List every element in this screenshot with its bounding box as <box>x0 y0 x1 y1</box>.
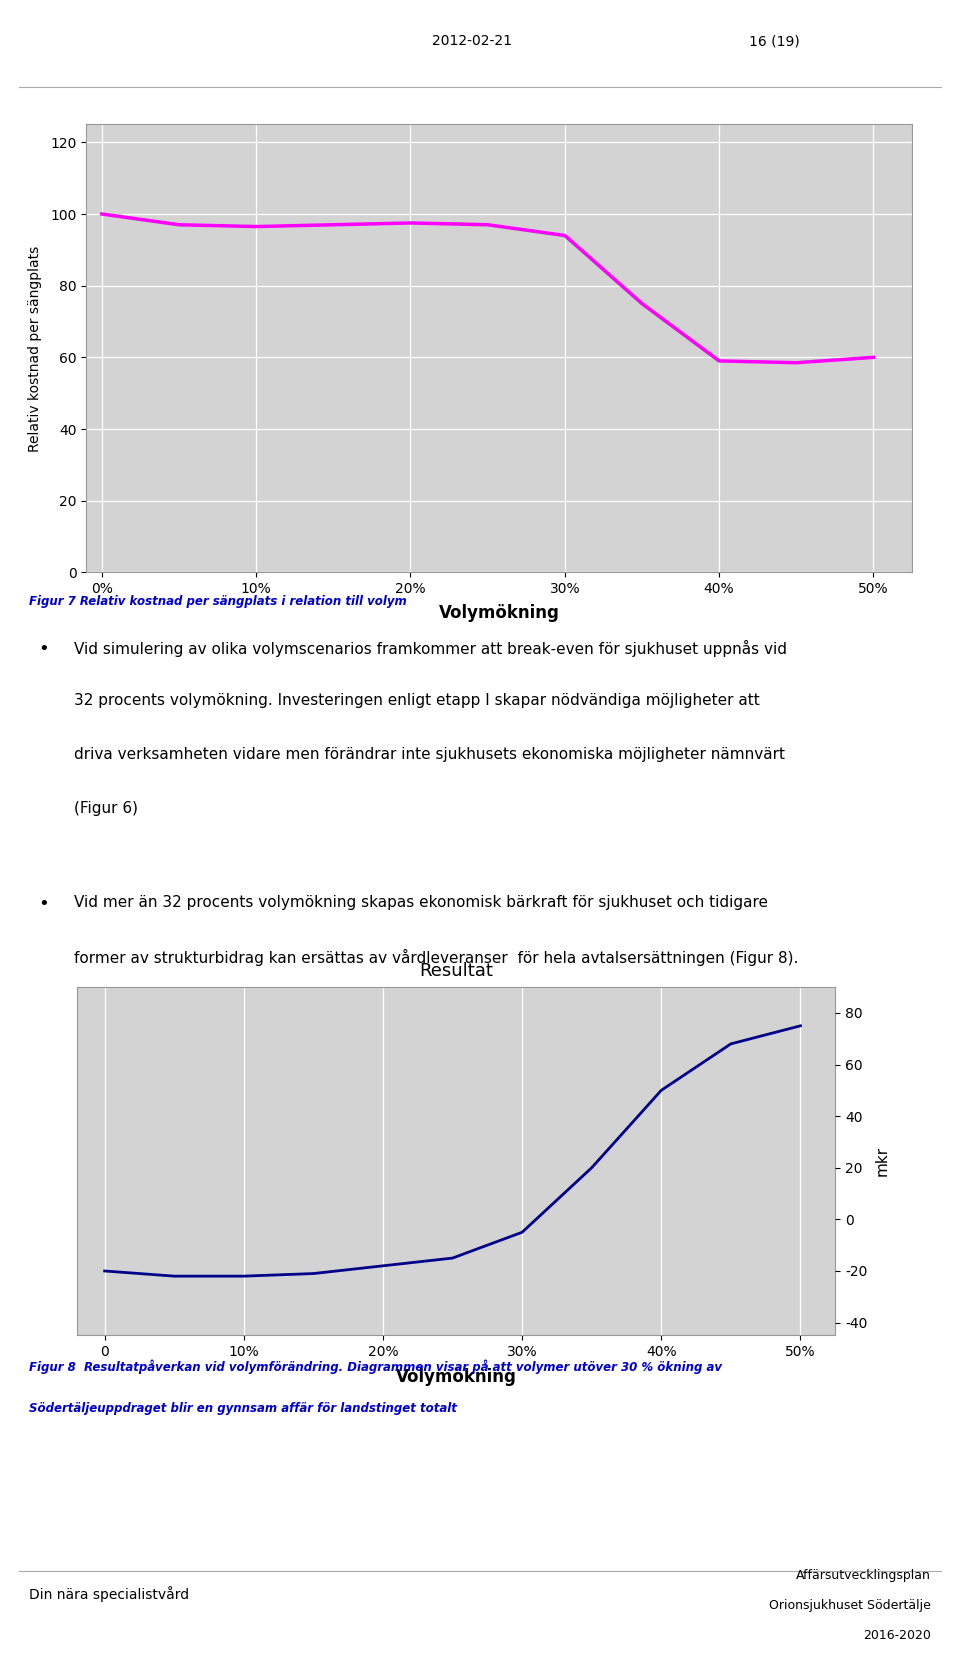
Text: •: • <box>37 896 49 912</box>
Title: Resultat: Resultat <box>420 962 492 980</box>
Text: 2016-2020: 2016-2020 <box>863 1629 931 1642</box>
Y-axis label: Relativ kostnad per sängplats: Relativ kostnad per sängplats <box>28 246 42 451</box>
Text: Vid simulering av olika volymscenarios framkommer att break-even för sjukhuset u: Vid simulering av olika volymscenarios f… <box>74 640 787 657</box>
Text: Din nära specialistvård: Din nära specialistvård <box>29 1586 189 1603</box>
Text: Vid mer än 32 procents volymökning skapas ekonomisk bärkraft för sjukhuset och t: Vid mer än 32 procents volymökning skapa… <box>74 896 768 911</box>
Text: Orionsjukhuset Södertälje: Orionsjukhuset Södertälje <box>769 1599 931 1613</box>
Text: 32 procents volymökning. Investeringen enligt etapp I skapar nödvändiga möjlighe: 32 procents volymökning. Investeringen e… <box>74 693 759 708</box>
Y-axis label: mkr: mkr <box>875 1146 889 1176</box>
Text: •: • <box>37 640 49 659</box>
Text: Södertäljeuppdraget blir en gynnsam affär för landstinget totalt: Södertäljeuppdraget blir en gynnsam affä… <box>29 1402 457 1415</box>
Text: 16 (19): 16 (19) <box>749 35 800 48</box>
Text: Affärsutvecklingsplan: Affärsutvecklingsplan <box>797 1569 931 1583</box>
X-axis label: Volymökning: Volymökning <box>439 604 560 622</box>
Text: Figur 8  Resultatpåverkan vid volymförändring. Diagrammen visar på att volymer u: Figur 8 Resultatpåverkan vid volymföränd… <box>29 1359 722 1374</box>
Text: Figur 7 Relativ kostnad per sängplats i relation till volym: Figur 7 Relativ kostnad per sängplats i … <box>29 596 406 607</box>
X-axis label: Volymökning: Volymökning <box>396 1367 516 1385</box>
Text: (Figur 6): (Figur 6) <box>74 801 138 816</box>
Text: 2012-02-21: 2012-02-21 <box>432 35 512 48</box>
Text: driva verksamheten vidare men förändrar inte sjukhusets ekonomiska möjligheter n: driva verksamheten vidare men förändrar … <box>74 747 785 761</box>
Text: former av strukturbidrag kan ersättas av vårdleveranser  för hela avtalsersättni: former av strukturbidrag kan ersättas av… <box>74 949 799 966</box>
